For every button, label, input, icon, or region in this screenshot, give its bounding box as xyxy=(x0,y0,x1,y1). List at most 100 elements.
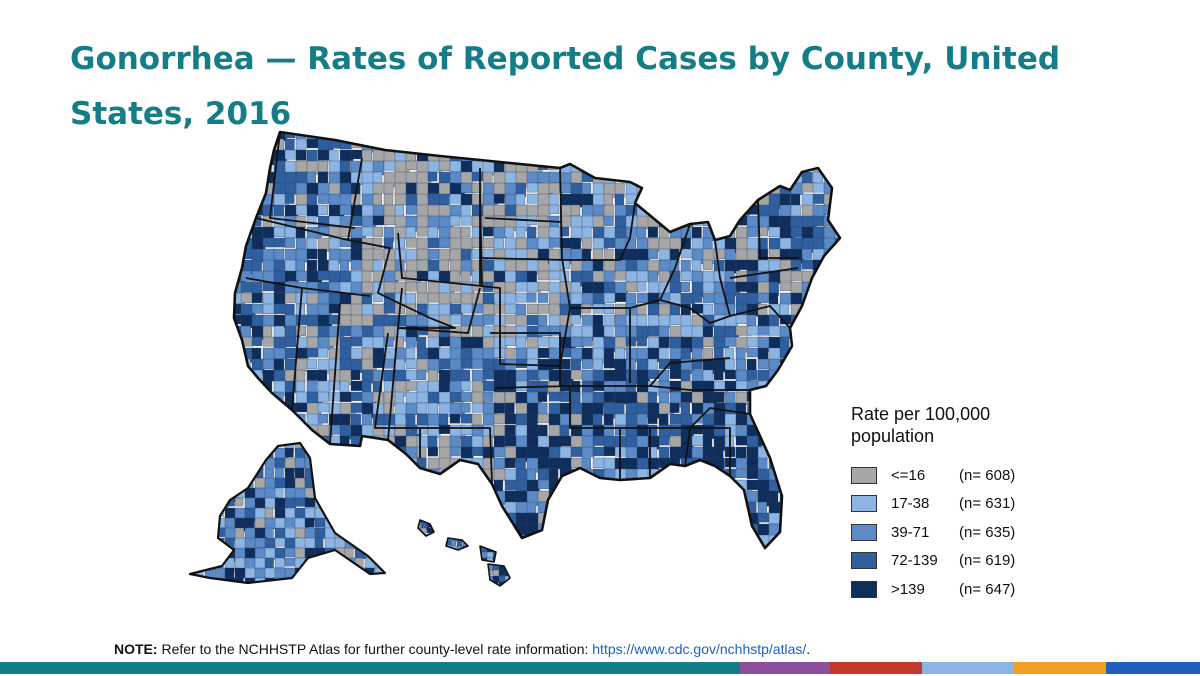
county-cell xyxy=(383,468,400,485)
county-cell xyxy=(834,369,840,383)
county-cell xyxy=(244,577,259,583)
county-cell xyxy=(614,193,625,206)
county-cell xyxy=(790,512,804,524)
county-cell xyxy=(456,557,463,566)
atlas-link[interactable]: https://www.cdc.gov/nchhstp/atlas/ xyxy=(592,641,807,657)
county-cell xyxy=(426,563,434,571)
county-cell xyxy=(735,468,749,478)
county-cell xyxy=(456,581,466,586)
county-cell xyxy=(394,468,410,485)
county-cell xyxy=(314,467,326,479)
county-cell xyxy=(427,391,440,405)
county-cell xyxy=(438,581,445,586)
county-cell xyxy=(834,132,840,141)
county-cell xyxy=(801,347,814,361)
county-cell xyxy=(498,545,507,552)
county-cell xyxy=(647,534,659,548)
county-cell xyxy=(801,138,816,151)
county-cell xyxy=(702,259,713,270)
county-cell xyxy=(194,443,204,450)
county-cell xyxy=(515,490,529,503)
county-cell xyxy=(474,575,484,584)
county-cell xyxy=(482,132,495,140)
county-cell xyxy=(251,132,268,143)
county-cell xyxy=(482,501,498,518)
county-cell xyxy=(823,534,834,548)
county-cell xyxy=(427,588,433,593)
county-cell xyxy=(361,534,376,548)
county-cell xyxy=(438,539,445,549)
county-cell xyxy=(339,391,352,402)
county-cell xyxy=(680,545,693,548)
legend-count: (n= 619) xyxy=(959,552,1016,570)
county-cell xyxy=(658,149,675,160)
county-cell xyxy=(328,468,341,481)
county-cell xyxy=(658,523,673,536)
county-cell xyxy=(339,435,350,449)
county-cell xyxy=(204,507,216,517)
county-cell xyxy=(713,171,726,187)
county-cell xyxy=(735,281,748,292)
county-cell xyxy=(405,479,421,491)
county-cell xyxy=(504,314,517,325)
county-cell xyxy=(570,446,583,457)
county-cell xyxy=(471,512,483,523)
county-cell xyxy=(482,248,494,260)
county-cell xyxy=(636,523,651,538)
county-cell xyxy=(420,581,430,586)
county-cell xyxy=(240,413,254,424)
county-cell xyxy=(614,534,626,548)
county-cell xyxy=(317,391,329,403)
county-cell xyxy=(339,490,350,502)
county-cell xyxy=(658,160,674,174)
county-cell xyxy=(504,391,516,404)
county-cell xyxy=(262,435,276,446)
county-cell xyxy=(691,523,707,535)
county-cell xyxy=(492,520,501,525)
county-cell xyxy=(427,424,441,438)
county-cell xyxy=(418,545,423,554)
county-cell xyxy=(823,501,838,512)
county-cell xyxy=(284,193,295,204)
county-cell xyxy=(361,490,376,502)
county-cell xyxy=(504,435,517,447)
county-cell xyxy=(204,477,214,490)
county-cell xyxy=(438,160,451,172)
county-cell xyxy=(328,402,342,416)
county-cell xyxy=(405,380,417,391)
county-cell xyxy=(306,303,320,316)
county-cell xyxy=(462,520,470,522)
us-county-map xyxy=(130,128,850,598)
county-cell xyxy=(471,138,484,150)
county-cell xyxy=(324,467,335,479)
county-cell xyxy=(354,457,369,470)
county-cell xyxy=(482,182,496,195)
county-cell xyxy=(823,160,838,171)
county-cell xyxy=(240,435,255,449)
county-cell xyxy=(713,149,725,166)
county-cell xyxy=(790,413,805,428)
county-cell xyxy=(438,551,448,558)
county-cell xyxy=(190,547,194,562)
county-cell xyxy=(801,369,816,385)
county-cell xyxy=(812,391,823,405)
county-cell xyxy=(405,132,419,141)
county-cell xyxy=(426,557,436,564)
county-cell xyxy=(480,539,489,547)
county-cell xyxy=(834,248,840,261)
county-cell xyxy=(420,557,427,567)
county-cell xyxy=(834,303,840,320)
county-cell xyxy=(493,226,507,238)
county-cell xyxy=(317,149,330,161)
county-cell xyxy=(713,391,725,403)
county-cell xyxy=(515,358,528,369)
county-cell xyxy=(372,512,385,524)
county-cell xyxy=(647,281,660,295)
county-cell xyxy=(592,457,605,468)
county-cell xyxy=(482,512,498,527)
county-cell xyxy=(559,490,573,504)
county-cell xyxy=(647,358,658,372)
county-cell xyxy=(254,497,267,509)
county-cell xyxy=(713,501,725,517)
county-cell xyxy=(614,347,626,361)
